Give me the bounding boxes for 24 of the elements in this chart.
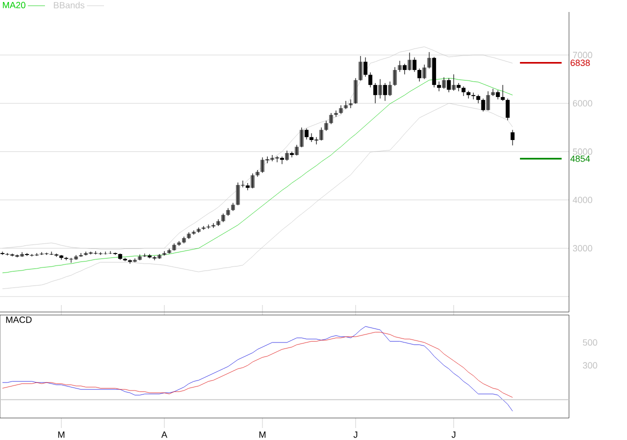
y-tick-label: 5000 [572, 148, 592, 155]
candlestick [324, 120, 328, 132]
candlestick [446, 78, 451, 92]
candlestick [506, 98, 510, 121]
y-tick-label: 3000 [572, 245, 592, 252]
y-tick-label: 6000 [572, 100, 592, 106]
candlestick [354, 78, 358, 104]
ref-line-label: 6838 [570, 60, 590, 66]
chart-title: MACD [6, 316, 32, 323]
x-tick-label: J [354, 432, 358, 438]
x-tick-label: A [161, 432, 168, 438]
legend-label: BBands [54, 2, 84, 8]
x-tick-label: M [58, 432, 64, 438]
y-tick-label: 4000 [572, 196, 592, 204]
y-tick-label: 300 [582, 362, 598, 369]
ref-line-label: 4854 [570, 155, 590, 162]
candlestick [148, 254, 152, 259]
y-tick-label: 7000 [572, 52, 592, 58]
y-tick-label: 500 [582, 339, 598, 346]
candlestick [496, 90, 500, 100]
x-tick-label: M [259, 432, 266, 438]
legend-label: MA20 [2, 2, 26, 8]
candlestick [402, 63, 407, 75]
x-tick-label: J [452, 432, 456, 438]
